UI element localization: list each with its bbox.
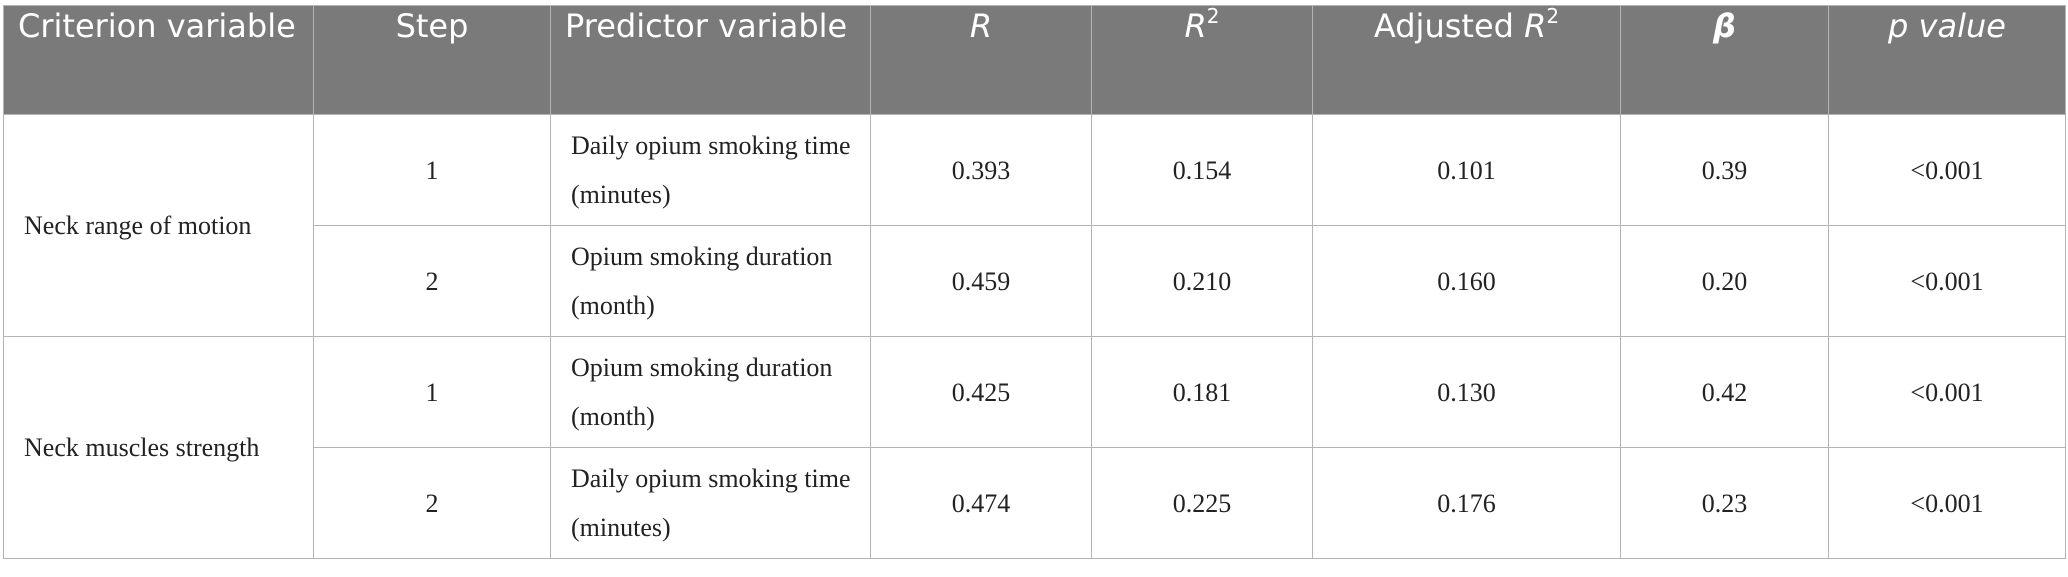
predictor-cell: Opium smoking duration (month) xyxy=(550,336,871,448)
beta-cell: 0.23 xyxy=(1620,447,1829,559)
adjusted-r-squared-cell: 0.160 xyxy=(1312,225,1621,337)
header-adjusted-base: R xyxy=(1524,7,1547,45)
p-value-cell: <0.001 xyxy=(1828,447,2066,559)
r-cell: 0.393 xyxy=(870,114,1092,226)
r-cell: 0.425 xyxy=(870,336,1092,448)
p-value-cell: <0.001 xyxy=(1828,225,2066,337)
criterion-cell: Neck muscles strength xyxy=(3,336,314,559)
table-row: Neck muscles strength 1 Opium smoking du… xyxy=(3,336,2066,559)
table-row: 2 Opium smoking duration (month) 0.459 0… xyxy=(4,225,2066,337)
r-cell: 0.474 xyxy=(870,447,1092,559)
step-cell: 2 xyxy=(313,447,551,559)
p-value-cell: <0.001 xyxy=(1828,114,2066,226)
step-cell: 1 xyxy=(313,114,551,226)
header-p-value: p value xyxy=(1828,5,2066,115)
adjusted-r-squared-cell: 0.176 xyxy=(1312,447,1621,559)
adjusted-r-squared-cell: 0.101 xyxy=(1312,114,1621,226)
r-squared-cell: 0.210 xyxy=(1091,225,1313,337)
beta-cell: 0.39 xyxy=(1620,114,1829,226)
header-row: Criterion variable Step Predictor variab… xyxy=(3,4,2066,115)
step-cell: 1 xyxy=(313,336,551,448)
predictor-cell: Opium smoking duration (month) xyxy=(550,225,871,337)
header-adjusted-r-squared: Adjusted R2 xyxy=(1312,4,1621,115)
header-r-label: R xyxy=(969,7,993,45)
table-row: 2 Daily opium smoking time (minutes) 0.4… xyxy=(4,447,2066,559)
r-squared-cell: 0.154 xyxy=(1091,114,1313,226)
r-cell: 0.459 xyxy=(870,225,1092,337)
header-r-squared-sup: 2 xyxy=(1206,4,1220,28)
criterion-cell: Neck range of motion xyxy=(3,114,314,337)
step-cell: 2 xyxy=(313,225,551,337)
header-adjusted-prefix: Adjusted xyxy=(1373,7,1525,45)
predictor-cell: Daily opium smoking time (minutes) xyxy=(550,114,871,226)
header-step: Step xyxy=(313,5,551,115)
table-row: Neck range of motion 1 Daily opium smoki… xyxy=(3,114,2066,337)
header-r: R xyxy=(870,5,1092,115)
adjusted-r-squared-cell: 0.130 xyxy=(1312,336,1621,448)
header-p-value-label: p value xyxy=(1888,7,2006,45)
beta-cell: 0.42 xyxy=(1620,336,1829,448)
r-squared-cell: 0.225 xyxy=(1091,447,1313,559)
header-adjusted-sup: 2 xyxy=(1546,4,1560,28)
beta-cell: 0.20 xyxy=(1620,225,1829,337)
header-criterion-variable: Criterion variable xyxy=(3,5,314,115)
p-value-cell: <0.001 xyxy=(1828,336,2066,448)
r-squared-cell: 0.181 xyxy=(1091,336,1313,448)
header-r-squared-base: R xyxy=(1184,7,1207,45)
table-body: Neck range of motion 1 Daily opium smoki… xyxy=(3,114,2066,559)
header-r-squared: R2 xyxy=(1091,4,1313,115)
header-beta-label: β xyxy=(1713,7,1736,45)
header-beta: β xyxy=(1620,5,1829,115)
regression-table: Criterion variable Step Predictor variab… xyxy=(3,5,2066,559)
header-predictor-variable: Predictor variable xyxy=(550,5,871,115)
table-header: Criterion variable Step Predictor variab… xyxy=(3,4,2066,115)
predictor-cell: Daily opium smoking time (minutes) xyxy=(550,447,871,559)
